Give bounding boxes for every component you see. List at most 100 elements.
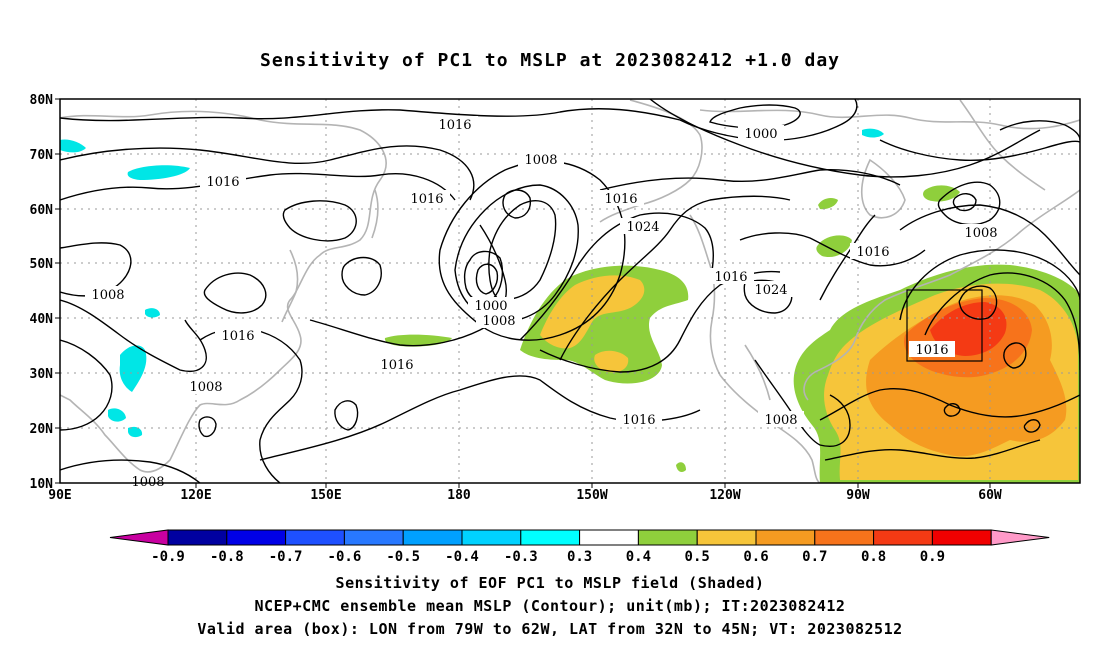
contour-line bbox=[958, 285, 998, 320]
colorbar-label: 0.7 bbox=[802, 549, 827, 565]
contour-line bbox=[679, 99, 858, 142]
shade-cyan-5 bbox=[145, 308, 160, 318]
contour-line bbox=[60, 339, 113, 431]
colorbar-label: 0.5 bbox=[685, 549, 710, 565]
contour-label: 1008 bbox=[764, 413, 797, 428]
lon-tick-label: 90E bbox=[48, 488, 71, 503]
coast-greenland bbox=[959, 99, 1046, 191]
colorbar-cell bbox=[167, 529, 228, 546]
box-contour-label: 1016 bbox=[915, 343, 948, 358]
map-title: Sensitivity of PC1 to MSLP at 2023082412… bbox=[259, 50, 840, 71]
coast-canada-arctic bbox=[699, 109, 1080, 130]
shade-cyan-6 bbox=[128, 426, 143, 438]
colorbar-cell bbox=[520, 529, 581, 546]
coast-north-america-east bbox=[803, 189, 1080, 401]
contour-line bbox=[952, 193, 977, 212]
colorbar-label: -0.3 bbox=[504, 549, 538, 565]
colorbar-label: 0.8 bbox=[861, 549, 886, 565]
shade-greenspot-3 bbox=[923, 185, 960, 202]
colorbar-label: -0.4 bbox=[445, 549, 479, 565]
colorbar-left-arrow bbox=[109, 529, 169, 546]
lon-tick-label: 60W bbox=[978, 488, 1002, 503]
contour-line bbox=[282, 200, 357, 242]
contour-label: 1008 bbox=[189, 380, 222, 395]
mslp-contours bbox=[60, 99, 1080, 483]
contour-line bbox=[899, 249, 1080, 321]
colorbar-cell bbox=[343, 529, 404, 546]
lon-tick-label: 180 bbox=[447, 488, 471, 503]
lat-axis: 80N 70N 60N 50N 40N 30N 20N 10N bbox=[30, 93, 60, 492]
contour-line bbox=[488, 199, 557, 301]
colorbar-cell bbox=[696, 529, 757, 546]
caption-line-3: Valid area (box): LON from 79W to 62W, L… bbox=[197, 620, 903, 638]
contour-line bbox=[203, 272, 267, 314]
coast-baja bbox=[744, 344, 771, 401]
colorbar-label: -0.8 bbox=[210, 549, 244, 565]
colorbar-cell bbox=[814, 529, 875, 546]
contour-label: 1016 bbox=[380, 358, 413, 373]
lon-tick-label: 150E bbox=[310, 488, 341, 503]
map-frame bbox=[59, 98, 1081, 484]
lat-tick-label: 10N bbox=[30, 477, 54, 492]
contour-line bbox=[559, 195, 791, 361]
contour-line bbox=[1003, 342, 1027, 369]
valid-area-box: 1016 bbox=[906, 289, 983, 362]
colorbar-label: 0.4 bbox=[626, 549, 651, 565]
coast-hudson bbox=[860, 158, 906, 219]
contour-line bbox=[999, 120, 1080, 141]
colorbar-cell bbox=[461, 529, 522, 546]
caption-line-1: Sensitivity of EOF PC1 to MSLP field (Sh… bbox=[335, 574, 765, 592]
contour-labels: 1016 1000 1008 1016 1016 1016 1016 1024 … bbox=[85, 116, 1004, 490]
contour-label: 1016 bbox=[622, 413, 655, 428]
colorbar-cell bbox=[402, 529, 463, 546]
contour-line bbox=[739, 232, 926, 267]
lat-tick-label: 70N bbox=[30, 148, 54, 163]
contour-line bbox=[60, 145, 475, 201]
contour-label: 1024 bbox=[754, 283, 787, 298]
contour-line bbox=[341, 256, 382, 296]
contour-line bbox=[334, 400, 359, 431]
coast-japan bbox=[281, 249, 299, 323]
colorbar-label: 0.9 bbox=[920, 549, 945, 565]
lon-tick-label: 120E bbox=[180, 488, 211, 503]
contour-line bbox=[599, 168, 901, 191]
lon-axis: 90E 120E 150E 180 150W 120W 90W 60W bbox=[48, 483, 1002, 503]
contour-line bbox=[438, 160, 626, 341]
colorbar-cell bbox=[579, 529, 639, 546]
contour-line bbox=[60, 172, 456, 201]
contour-line bbox=[899, 204, 1080, 276]
contour-label: 1008 bbox=[524, 153, 557, 168]
lon-tick-label: 90W bbox=[846, 488, 870, 503]
contour-label: 1000 bbox=[474, 299, 507, 314]
colorbar: -0.9 -0.8 -0.7 -0.6 -0.5 -0.4 -0.3 0.3 0.4 0.5 0.6… bbox=[109, 529, 1050, 565]
lat-tick-label: 30N bbox=[30, 367, 54, 382]
colorbar-cell bbox=[873, 529, 933, 546]
shade-pacific-yellow2 bbox=[594, 350, 629, 373]
contour-line bbox=[60, 459, 201, 483]
shade-greenspot-5 bbox=[676, 462, 686, 473]
coast-asia-north bbox=[60, 110, 387, 473]
colorbar-cell bbox=[637, 529, 698, 546]
contour-line bbox=[937, 181, 1001, 226]
contour-label: 1024 bbox=[626, 220, 659, 235]
colorbar-label: -0.5 bbox=[386, 549, 420, 565]
lat-tick-label: 80N bbox=[30, 93, 54, 108]
contour-line bbox=[475, 263, 499, 295]
contour-line bbox=[709, 104, 801, 129]
shade-greenspot-2 bbox=[816, 235, 852, 258]
shade-cyan-4 bbox=[108, 408, 126, 422]
contour-line bbox=[60, 242, 132, 297]
shade-cyan-1 bbox=[127, 165, 190, 180]
contour-line bbox=[879, 139, 1080, 162]
contour-label: 1016 bbox=[438, 118, 471, 133]
contour-label: 1016 bbox=[206, 175, 239, 190]
lat-tick-label: 50N bbox=[30, 257, 54, 272]
lon-tick-label: 150W bbox=[576, 488, 607, 503]
shade-cyan-3 bbox=[119, 345, 147, 392]
colorbar-label: -0.7 bbox=[269, 549, 303, 565]
shade-cyan-7 bbox=[862, 128, 884, 138]
shade-cyan-2 bbox=[60, 139, 86, 153]
colorbar-label: 0.3 bbox=[567, 549, 592, 565]
contour-label: 1016 bbox=[856, 245, 889, 260]
